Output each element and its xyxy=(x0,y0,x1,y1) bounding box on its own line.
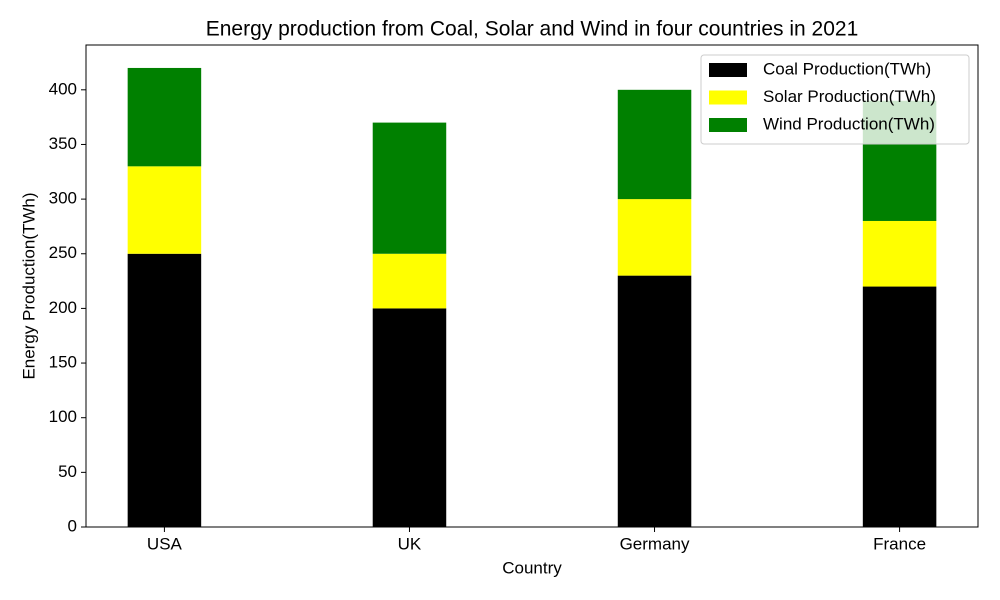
x-axis-label: Country xyxy=(502,558,562,577)
plot-frame xyxy=(85,44,979,528)
bar-segment xyxy=(372,253,447,309)
bar-segment xyxy=(617,199,692,276)
y-tick-label: 50 xyxy=(58,462,77,481)
y-tick-label: 350 xyxy=(49,134,77,153)
bar-segment xyxy=(617,275,692,527)
bar-segment xyxy=(862,220,937,287)
bar-segment xyxy=(617,89,692,200)
legend-swatch xyxy=(709,90,747,105)
x-tick-label: UK xyxy=(398,534,422,553)
x-tick-label: France xyxy=(873,534,926,553)
y-tick-label: 150 xyxy=(49,353,77,372)
x-tick-label: Germany xyxy=(620,534,690,553)
y-tick-label: 300 xyxy=(49,189,77,208)
bar-segment xyxy=(372,308,447,527)
bar-segment xyxy=(862,286,937,527)
y-axis-label: Energy Production(TWh) xyxy=(19,192,38,379)
y-tick-label: 250 xyxy=(49,243,77,262)
legend-label: Solar Production(TWh) xyxy=(763,87,936,106)
legend-label: Coal Production(TWh) xyxy=(763,59,931,78)
y-tick-label: 400 xyxy=(49,79,77,98)
bar-segment xyxy=(127,253,202,527)
chart-title: Energy production from Coal, Solar and W… xyxy=(206,18,859,41)
y-tick-label: 0 xyxy=(68,516,77,535)
y-tick-label: 100 xyxy=(49,407,77,426)
legend-box xyxy=(700,54,970,145)
y-tick-label: 200 xyxy=(49,298,77,317)
bar-segment xyxy=(127,166,202,254)
x-tick-label: USA xyxy=(147,534,183,553)
legend-swatch xyxy=(709,63,747,77)
legend-swatch xyxy=(709,118,747,132)
legend-label: Wind Production(TWh) xyxy=(763,114,935,133)
bar-segment xyxy=(372,122,447,254)
bar-segment xyxy=(127,67,202,167)
